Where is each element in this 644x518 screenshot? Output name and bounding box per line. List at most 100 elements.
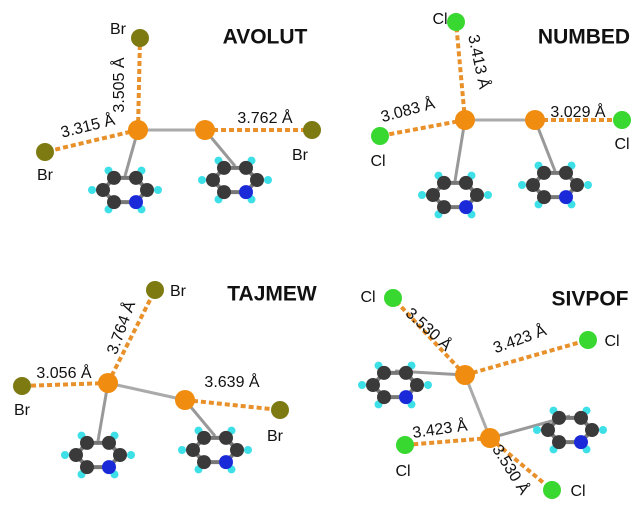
- hydrogen-atom: [198, 176, 206, 184]
- carbon-atom: [69, 448, 83, 462]
- carbon-atom: [470, 188, 484, 202]
- copper-atom: [455, 110, 475, 130]
- distance-label: 3.764 Å: [102, 298, 139, 357]
- carbon-atom: [239, 161, 253, 175]
- nitrogen-atom: [219, 455, 233, 469]
- cu-cu-bond: [465, 375, 490, 438]
- nitrogen-atom: [574, 435, 588, 449]
- hydrogen-atom: [599, 426, 607, 434]
- carbon-atom: [459, 176, 473, 190]
- distance-label: 3.530 Å: [402, 304, 456, 355]
- atom-label: Br: [170, 283, 187, 300]
- carbon-atom: [217, 185, 231, 199]
- carbon-atom: [96, 183, 110, 197]
- copper-atom: [195, 120, 215, 140]
- carbon-atom: [230, 443, 244, 457]
- hydrogen-atom: [61, 451, 69, 459]
- nitrogen-atom: [102, 460, 116, 474]
- carbon-atom: [410, 378, 424, 392]
- atom-label: Cl: [395, 463, 410, 480]
- carbon-atom: [585, 423, 599, 437]
- atom-label: Cl: [614, 136, 629, 153]
- carbon-atom: [366, 378, 380, 392]
- structure-panel: NUMBED Cl Cl Cl 3.413 Å 3.083 Å 3.029 Å: [370, 11, 631, 218]
- atom-label: Br: [14, 402, 31, 419]
- carbon-atom: [80, 436, 94, 450]
- hydrogen-atom: [127, 451, 135, 459]
- halide-atom: [36, 143, 54, 161]
- carbon-atom: [197, 455, 211, 469]
- atom-label: Cl: [432, 11, 447, 28]
- panel-title: AVOLUT: [223, 26, 308, 49]
- carbon-atom: [437, 200, 451, 214]
- nitrogen-atom: [399, 390, 413, 404]
- hydrogen-atom: [418, 191, 426, 199]
- contact-line: [456, 22, 465, 120]
- carbon-atom: [206, 173, 220, 187]
- halide-atom: [447, 13, 465, 31]
- atom-label: Br: [267, 428, 284, 445]
- halide-atom: [579, 331, 597, 349]
- carbon-atom: [537, 190, 551, 204]
- carbon-atom: [541, 423, 555, 437]
- halide-atom: [543, 481, 561, 499]
- carbon-atom: [129, 171, 143, 185]
- hydrogen-atom: [88, 186, 96, 194]
- carbon-atom: [186, 443, 200, 457]
- halide-atom: [13, 377, 31, 395]
- distance-label: 3.423 Å: [411, 415, 469, 442]
- carbon-atom: [80, 460, 94, 474]
- copper-atom: [175, 390, 195, 410]
- nitrogen-atom: [129, 195, 143, 209]
- carbon-atom: [113, 448, 127, 462]
- distance-label: 3.315 Å: [59, 110, 117, 142]
- distance-label: 3.505 Å: [109, 57, 128, 112]
- carbon-atom: [552, 435, 566, 449]
- hydrogen-atom: [358, 381, 366, 389]
- halide-atom: [146, 281, 164, 299]
- copper-atom: [98, 373, 118, 393]
- carbon-atom: [107, 171, 121, 185]
- atom-label: Cl: [604, 333, 619, 350]
- hydrogen-atom: [264, 176, 272, 184]
- distance-label: 3.083 Å: [379, 93, 438, 126]
- carbon-atom: [570, 178, 584, 192]
- carbon-atom: [217, 161, 231, 175]
- carbon-atom: [537, 166, 551, 180]
- carbon-atom: [437, 176, 451, 190]
- carbon-atom: [377, 366, 391, 380]
- carbon-atom: [197, 431, 211, 445]
- carbon-atom: [552, 411, 566, 425]
- carbon-atom: [574, 411, 588, 425]
- distance-label: 3.029 Å: [550, 102, 605, 121]
- panel-title: NUMBED: [538, 26, 630, 49]
- carbon-atom: [107, 195, 121, 209]
- halide-atom: [271, 401, 289, 419]
- contact-line: [138, 38, 140, 130]
- contact-line: [185, 400, 280, 410]
- copper-atom: [128, 120, 148, 140]
- panel-title: TAJMEW: [227, 283, 317, 306]
- distance-label: 3.762 Å: [237, 108, 292, 127]
- distance-label: 3.413 Å: [464, 33, 494, 91]
- carbon-atom: [526, 178, 540, 192]
- carbon-atom: [377, 390, 391, 404]
- carbon-atom: [426, 188, 440, 202]
- atom-label: Br: [292, 147, 309, 164]
- atom-label: Br: [37, 167, 54, 184]
- panel-title: SIVPOF: [551, 288, 628, 311]
- hydrogen-atom: [518, 181, 526, 189]
- carbon-atom: [399, 366, 413, 380]
- copper-atom: [525, 110, 545, 130]
- atom-label: Cl: [370, 153, 385, 170]
- hydrogen-atom: [244, 446, 252, 454]
- halide-atom: [131, 29, 149, 47]
- hydrogen-atom: [178, 446, 186, 454]
- distance-label: 3.056 Å: [36, 363, 91, 382]
- carbon-atom: [559, 166, 573, 180]
- nitrogen-atom: [459, 200, 473, 214]
- carbon-atom: [250, 173, 264, 187]
- halide-atom: [384, 289, 402, 307]
